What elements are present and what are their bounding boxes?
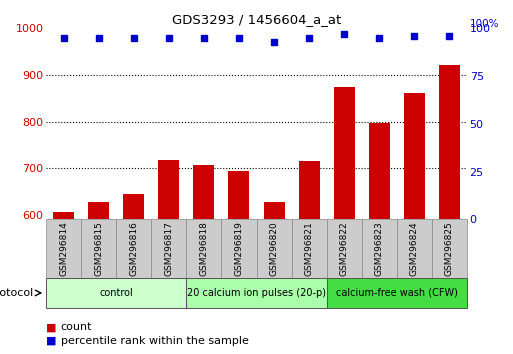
Bar <box>333 87 354 354</box>
Text: GSM296820: GSM296820 <box>269 221 279 276</box>
Text: ■: ■ <box>46 336 56 346</box>
Bar <box>369 123 390 354</box>
Point <box>60 35 68 41</box>
Bar <box>193 165 214 354</box>
Bar <box>404 93 425 354</box>
Text: GSM296819: GSM296819 <box>234 221 244 276</box>
Point <box>375 35 383 41</box>
Point <box>200 35 208 41</box>
Bar <box>439 65 460 354</box>
Point <box>340 31 348 37</box>
Point <box>445 33 453 39</box>
Bar <box>159 160 180 354</box>
Point <box>305 35 313 41</box>
Point <box>270 39 278 45</box>
Text: GSM296821: GSM296821 <box>305 221 313 276</box>
Text: GSM296825: GSM296825 <box>445 221 454 276</box>
Bar <box>123 194 144 354</box>
Text: GSM296814: GSM296814 <box>59 221 68 276</box>
Text: 20 calcium ion pulses (20-p): 20 calcium ion pulses (20-p) <box>187 288 326 298</box>
Bar <box>88 202 109 354</box>
Bar <box>228 171 249 354</box>
Point <box>130 35 138 41</box>
Bar <box>299 161 320 354</box>
Text: protocol: protocol <box>0 288 33 298</box>
Text: control: control <box>100 288 133 298</box>
Text: 100%: 100% <box>469 19 499 29</box>
Text: GSM296824: GSM296824 <box>410 221 419 276</box>
Text: GSM296817: GSM296817 <box>164 221 173 276</box>
Bar <box>264 202 285 354</box>
Text: GSM296822: GSM296822 <box>340 221 349 276</box>
Text: count: count <box>61 322 92 332</box>
Text: ■: ■ <box>46 322 56 332</box>
Point <box>94 35 103 41</box>
Text: GSM296816: GSM296816 <box>129 221 139 276</box>
Bar <box>53 212 74 354</box>
Text: GSM296818: GSM296818 <box>200 221 208 276</box>
Text: GSM296823: GSM296823 <box>374 221 384 276</box>
Text: percentile rank within the sample: percentile rank within the sample <box>61 336 248 346</box>
Title: GDS3293 / 1456604_a_at: GDS3293 / 1456604_a_at <box>172 13 341 26</box>
Text: calcium-free wash (CFW): calcium-free wash (CFW) <box>336 288 458 298</box>
Point <box>410 33 418 39</box>
Point <box>235 35 243 41</box>
Text: GSM296815: GSM296815 <box>94 221 103 276</box>
Point <box>165 35 173 41</box>
